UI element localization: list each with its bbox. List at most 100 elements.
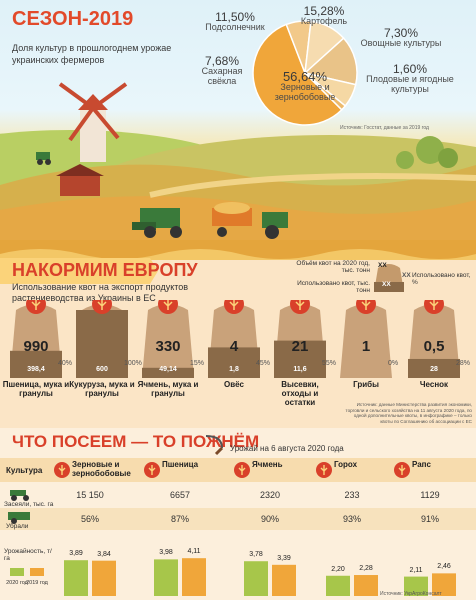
sickle-icon	[205, 435, 224, 456]
pie-label-sugar-beet: 7,68% Сахарная свёкла	[201, 54, 243, 86]
bag-fill-corn	[76, 310, 128, 378]
cell-harvested-4: 91%	[420, 514, 439, 524]
section-subtitle: Использование квот на экспорт продуктов …	[12, 282, 189, 303]
harvester-icon	[8, 512, 30, 524]
bag-label-corn: Кукуруза, мука и гранулы	[69, 380, 135, 398]
harvest-date-note: Урожай на 6 августа 2020 года	[230, 444, 344, 453]
legend-quota: Объём квот на 2020 год, тыс. тонн	[296, 260, 370, 274]
bag-quota-mushroom: 1	[361, 338, 371, 355]
bag-oats	[208, 300, 260, 378]
section-source: Источник: Госстат, данные за 2019 год	[340, 125, 429, 131]
small-tractor-icon	[36, 152, 51, 165]
row-label-sown: Засеяли, тыс. га	[4, 501, 54, 508]
yield-value-2019-3: 2,28	[359, 565, 373, 573]
barn-icon	[56, 164, 104, 196]
table-row-sown	[0, 484, 476, 508]
row-label-yield: Урожайность, т/га	[4, 548, 52, 562]
bag-quota-wheat: 990	[23, 338, 49, 355]
crop-icon-0	[54, 462, 70, 478]
bag-label-oats: Овёс	[223, 380, 245, 389]
cell-sown-4: 1129	[420, 490, 440, 500]
yield-legend-swatches	[10, 568, 44, 576]
section-source: Источник: данные Министерства развития э…	[345, 402, 472, 424]
table-header-crop-4: Рапс	[412, 460, 431, 469]
section-title: ЧТО ПОСЕЕМ — ТО ПОЖНЁМ	[12, 432, 260, 451]
yield-bar-2019-2	[272, 564, 296, 596]
yield-value-2019-2: 3,39	[277, 554, 291, 562]
windmill-icon	[58, 82, 128, 162]
wheat-field-strip	[0, 240, 476, 260]
bag-fill-wheat	[10, 350, 62, 378]
bag-pct-garlic: 28%	[456, 360, 471, 367]
table-row-harvested	[0, 508, 476, 530]
yield-bar-2020-4	[404, 576, 428, 596]
bag-pct-barley: 15%	[190, 360, 205, 367]
legend-used: Использовано квот, тыс. тонн	[297, 280, 370, 294]
table-header-culture: Культура	[6, 466, 43, 475]
bag-used-oats: 1,8	[229, 366, 239, 373]
bag-used-garlic: 28	[430, 366, 438, 373]
bag-quota-barley: 330	[155, 338, 181, 355]
section-title: СЕЗОН-2019	[12, 8, 134, 30]
crop-icon-4	[394, 462, 410, 478]
legend-sample-used: ХХ	[382, 281, 391, 288]
section-title: НАКОРМИМ ЕВРОПУ	[12, 260, 198, 280]
yield-value-2019-4: 2,46	[437, 563, 451, 571]
yield-value-2019-1: 4,11	[187, 548, 201, 556]
bag-barley	[142, 300, 194, 378]
pie-label-vegetables: 7,30% Овощные культуры	[360, 26, 442, 48]
legend-bag-icon	[374, 264, 404, 292]
table-header-crop-3: Горох	[334, 460, 358, 469]
yield-bar-2019-4	[432, 573, 456, 596]
yield-bar-2019-0	[92, 560, 116, 596]
yield-bar-chart	[64, 558, 456, 596]
section-harvest-table: ЧТО ПОСЕЕМ — ТО ПОЖНЁМ Урожай на 6 авгус…	[0, 428, 476, 600]
pie-label-potato: 15,28% Картофель	[300, 4, 348, 26]
legend-year-2019: 2019 год	[26, 580, 48, 586]
legend-year-2020: 2020 год	[6, 580, 28, 586]
bag-label-bran: Высевки, отходы и остатки	[281, 380, 319, 407]
bag-mushroom	[340, 300, 392, 378]
bag-used-corn: 600	[96, 366, 108, 373]
cell-harvested-0: 56%	[80, 514, 99, 524]
bag-used-bran: 11,6	[293, 366, 307, 373]
bag-label-wheat: Пшеница, мука и гранулы	[2, 380, 70, 398]
table-header-crop-2: Ячмень	[252, 460, 283, 469]
crop-icon-1	[144, 462, 160, 478]
bag-used-wheat: 398,4	[27, 366, 45, 373]
bag-pct-wheat: 40%	[58, 360, 73, 367]
tractor-with-trailer-icon	[212, 202, 288, 239]
legend-sample-quota: ХХ	[378, 262, 387, 269]
bag-quota-bran: 21	[291, 338, 309, 355]
yield-bar-2020-0	[64, 560, 88, 596]
yield-value-2020-4: 2,11	[409, 566, 423, 574]
combine-harvester-icon	[132, 208, 182, 238]
yield-bar-2020-2	[244, 561, 268, 596]
table-header-crop-1: Пшеница	[162, 460, 199, 469]
yield-value-2019-0: 3,84	[97, 550, 111, 558]
pie-label-sunflower: 11,50% Подсолнечник	[205, 10, 265, 32]
bag-corn	[76, 300, 128, 378]
bag-label-barley: Ячмень, мука и гранулы	[137, 380, 199, 398]
bag-garlic	[408, 300, 460, 378]
tractor-icon	[10, 490, 29, 501]
bag-pct-mushroom: 0%	[388, 360, 399, 367]
yield-value-2020-3: 2,20	[331, 565, 345, 573]
bag-used-barley: 49,14	[159, 366, 177, 373]
bag-label-mushroom: Грибы	[353, 380, 379, 389]
section-feed-europe: НАКОРМИМ ЕВРОПУ Использование квот на эк…	[0, 240, 476, 428]
crop-icon-3	[316, 462, 332, 478]
farm-landscape-illustration	[0, 82, 476, 240]
yield-value-2020-0: 3,89	[69, 550, 83, 558]
yield-bar-2020-3	[326, 575, 350, 596]
cell-sown-0: 15 150	[76, 490, 104, 500]
section-subtitle: Доля культур в прошлогоднем урожае украи…	[12, 43, 172, 65]
legend-pct: Использовано квот, %	[412, 272, 471, 286]
yield-value-2020-1: 3,98	[159, 549, 173, 557]
crop-share-pie-chart	[252, 20, 358, 126]
yield-bar-2020-1	[154, 559, 178, 596]
section-season-2019: СЕЗОН-2019 Доля культур в прошлогоднем у…	[0, 0, 476, 240]
quota-bags	[10, 300, 460, 378]
pie-slice-5	[304, 72, 347, 111]
cell-sown-1: 6657	[169, 490, 191, 500]
